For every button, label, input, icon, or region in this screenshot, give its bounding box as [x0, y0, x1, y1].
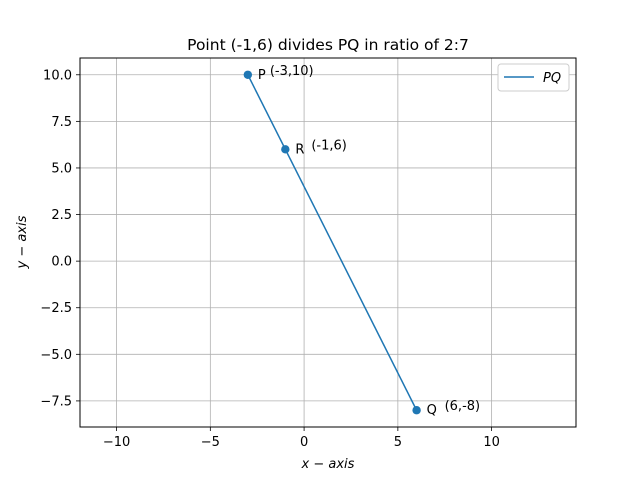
point-annotation: P [258, 68, 266, 83]
y-tick-label: 7.5 [51, 115, 72, 130]
annotations: P (-3,10) R (-1,6) Q (6,-8) [258, 64, 480, 418]
y-tick-label: −7.5 [40, 394, 72, 409]
chart-title: Point (-1,6) divides PQ in ratio of 2:7 [187, 36, 469, 54]
point-annotation: (-3,10) [270, 64, 314, 79]
legend: PQ [497, 63, 570, 92]
y-tick-label: 5.0 [51, 161, 72, 176]
x-axis-label: x − axis [301, 457, 355, 472]
data-point [412, 406, 421, 415]
y-tick-label: 0.0 [51, 255, 72, 270]
x-tick-label: 5 [394, 435, 402, 450]
point-annotation: R [295, 142, 304, 157]
x-tick-label: −5 [201, 435, 220, 450]
series-line-pq [247, 74, 418, 411]
grid [80, 58, 576, 427]
data-point [243, 70, 253, 79]
x-tick-label: −10 [103, 435, 130, 450]
y-tick-label: −2.5 [40, 301, 72, 316]
point-annotation: (6,-8) [445, 399, 481, 414]
axes-frame [79, 57, 577, 428]
y-tick-label: −5.0 [40, 348, 72, 363]
point-annotation: Q [427, 403, 437, 418]
y-axis-label: y − axis [15, 215, 30, 269]
axis-ticks: −10 −5 0 5 10 −7.5 −5.0 −2.5 0.0 2.5 5.0 7.5 10.0 [40, 68, 499, 450]
point-annotation: (-1,6) [311, 138, 347, 153]
data-point [281, 145, 290, 154]
x-tick-label: 10 [483, 435, 500, 450]
y-tick-label: 10.0 [43, 68, 72, 83]
x-tick-label: 0 [300, 435, 308, 450]
plot-area [243, 70, 421, 415]
legend-label-pq: PQ [543, 71, 561, 86]
y-tick-label: 2.5 [51, 208, 72, 223]
